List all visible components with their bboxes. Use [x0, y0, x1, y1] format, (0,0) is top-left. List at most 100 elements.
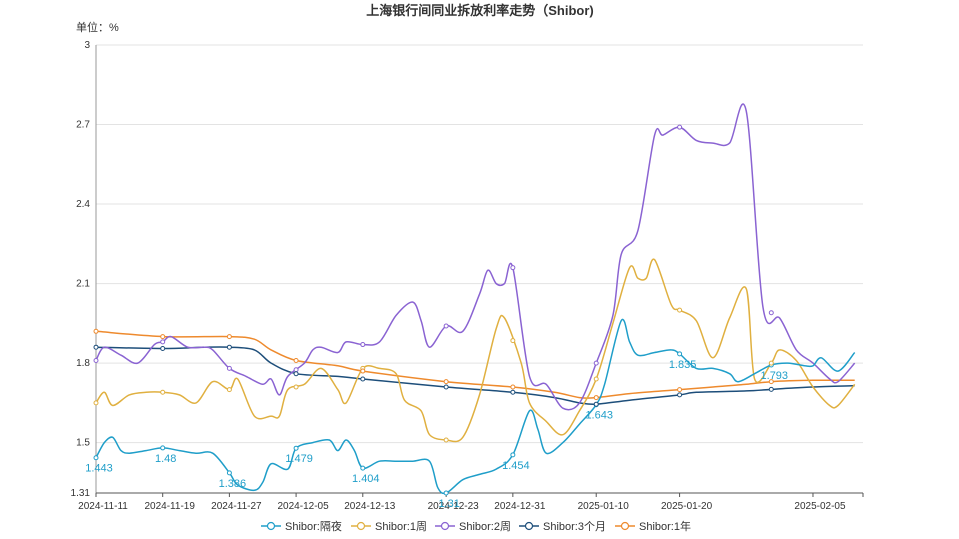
data-point-marker — [160, 445, 166, 451]
data-label: 1.793 — [761, 370, 789, 382]
data-point-marker — [677, 307, 683, 313]
data-point-marker — [510, 389, 516, 395]
data-label: 1.443 — [85, 463, 113, 475]
data-point-marker — [293, 367, 299, 373]
data-point-marker — [160, 346, 166, 352]
legend-item[interactable]: Shibor:1年 — [615, 519, 691, 533]
data-point-marker — [593, 401, 599, 407]
data-point-marker — [443, 323, 449, 329]
data-point-marker — [768, 379, 774, 385]
data-point-marker — [93, 328, 99, 334]
data-label: 1.31 — [438, 498, 459, 510]
legend-item[interactable]: Shibor:隔夜 — [261, 519, 342, 533]
data-point-marker — [510, 452, 516, 458]
series-markers — [93, 124, 774, 496]
y-tick-label: 1.5 — [76, 438, 90, 449]
legend-marker-icon — [620, 521, 630, 531]
series-line — [95, 318, 856, 495]
legend-marker-icon — [524, 521, 534, 531]
data-point-marker — [510, 338, 516, 344]
legend-item[interactable]: Shibor:1周 — [351, 520, 427, 533]
data-point-marker — [593, 395, 599, 401]
legend-item[interactable]: Shibor:2周 — [435, 520, 511, 533]
data-point-marker — [360, 376, 366, 382]
data-point-marker — [360, 342, 366, 348]
data-label: 1.835 — [669, 359, 697, 371]
data-point-marker — [677, 351, 683, 357]
data-point-marker — [360, 368, 366, 374]
legend-label: Shibor:2周 — [459, 520, 511, 533]
data-point-marker — [226, 365, 232, 371]
data-point-marker — [93, 400, 99, 406]
data-point-marker — [677, 392, 683, 398]
x-tick-label: 2025-01-20 — [661, 501, 713, 512]
data-label: 1.454 — [502, 460, 530, 472]
data-point-marker — [677, 124, 683, 130]
data-label: 1.643 — [585, 410, 613, 422]
legend-label: Shibor:1周 — [375, 520, 427, 533]
data-point-marker — [293, 445, 299, 451]
data-point-marker — [768, 360, 774, 366]
data-point-marker — [443, 379, 449, 385]
y-tick-labels: 1.31 1.5 1.8 2.1 2.4 2.7 3 — [71, 40, 91, 499]
data-point-marker — [160, 334, 166, 340]
data-point-marker — [293, 384, 299, 390]
x-tick-label: 2024-12-13 — [344, 501, 396, 512]
data-point-marker — [677, 387, 683, 393]
y-tick-label: 1.8 — [76, 358, 90, 369]
data-point-marker — [510, 265, 516, 271]
x-tick-label: 2025-02-05 — [794, 501, 846, 512]
y-tick-label: 3 — [84, 40, 90, 51]
legend-label: Shibor:3个月 — [543, 520, 606, 533]
unit-label: 单位：% — [76, 20, 119, 34]
x-tick-label: 2024-11-11 — [78, 501, 128, 512]
x-tick-label: 2024-12-23 — [428, 501, 480, 512]
legend[interactable]: Shibor:隔夜 Shibor:1周 Shibor:2周 Shibor:3个月 Shi… — [261, 519, 691, 533]
x-tick-label: 2024-12-05 — [278, 501, 330, 512]
data-point-marker — [293, 357, 299, 363]
data-point-marker — [768, 310, 774, 316]
legend-marker-icon — [356, 521, 366, 531]
data-labels: 1.443 1.48 1.386 1.479 1.404 1.31 1.454 1.643 1.… — [85, 359, 788, 510]
data-point-marker — [226, 334, 232, 340]
legend-label: Shibor:隔夜 — [285, 519, 342, 533]
x-tick-label: 2025-01-10 — [578, 501, 630, 512]
series-line — [95, 346, 855, 406]
legend-marker-icon — [440, 521, 450, 531]
chart-title: 上海银行间同业拆放利率走势（Shibor) — [366, 3, 594, 18]
series-line — [95, 103, 856, 411]
data-point-marker — [160, 389, 166, 395]
series-lines — [95, 103, 856, 495]
legend-item[interactable]: Shibor:3个月 — [519, 520, 606, 533]
series-line — [95, 330, 855, 399]
data-point-marker — [226, 387, 232, 393]
y-tick-label: 2.7 — [76, 120, 90, 131]
data-point-marker — [226, 344, 232, 350]
y-tick-label: 2.4 — [76, 199, 90, 210]
y-tick-label: 2.1 — [76, 279, 90, 290]
data-point-marker — [510, 384, 516, 390]
data-point-marker — [593, 376, 599, 382]
x-tick-labels: 2024-11-11 2024-11-19 2024-11-27 2024-12-05… — [78, 501, 846, 512]
data-point-marker — [93, 357, 99, 363]
data-point-marker — [443, 490, 449, 496]
data-point-marker — [593, 360, 599, 366]
legend-label: Shibor:1年 — [639, 519, 691, 533]
legend-marker-icon — [266, 521, 276, 531]
x-tick-label: 2024-11-27 — [211, 501, 262, 512]
data-point-marker — [93, 344, 99, 350]
data-label: 1.48 — [155, 453, 176, 465]
data-point-marker — [768, 386, 774, 392]
data-label: 1.404 — [352, 473, 380, 485]
data-point-marker — [443, 384, 449, 390]
data-label: 1.479 — [285, 453, 313, 465]
data-point-marker — [360, 465, 366, 471]
series-line — [95, 258, 856, 443]
data-point-marker — [93, 455, 99, 461]
data-point-marker — [443, 437, 449, 443]
axes — [95, 45, 864, 497]
y-tick-label: 1.31 — [71, 488, 91, 499]
x-tick-label: 2024-12-31 — [494, 501, 546, 512]
data-point-marker — [160, 339, 166, 345]
